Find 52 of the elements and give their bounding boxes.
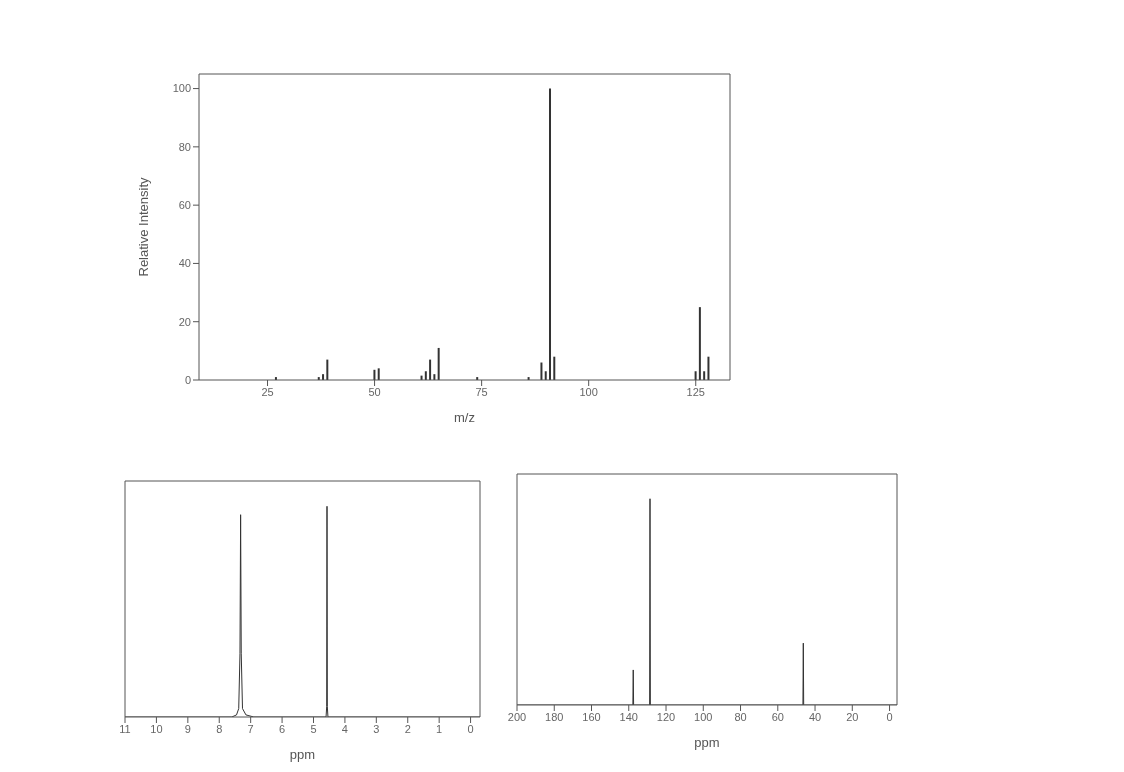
x-tick-label: 6 xyxy=(279,722,286,735)
x-tick-label: 9 xyxy=(184,722,191,735)
x-tick-label: 180 xyxy=(545,710,564,723)
x-tick-label: 100 xyxy=(694,710,713,723)
y-tick-label: 60 xyxy=(178,199,191,212)
bar xyxy=(424,371,427,380)
bar xyxy=(707,356,710,380)
bar xyxy=(373,369,376,380)
x-tick-label: 40 xyxy=(808,710,822,723)
x-axis-title: ppm xyxy=(289,747,316,762)
x-tick-label: 160 xyxy=(582,710,601,723)
bar xyxy=(703,371,706,380)
x-tick-label: 60 xyxy=(771,710,784,723)
x-axis-title: ppm xyxy=(694,735,720,750)
x-tick-label: 25 xyxy=(261,385,274,398)
x-tick-label: 75 xyxy=(475,385,488,398)
bar xyxy=(377,368,380,380)
x-tick-label: 3 xyxy=(373,722,380,735)
bar xyxy=(429,359,432,380)
bar xyxy=(694,371,697,380)
x-tick-label: 1 xyxy=(436,722,443,735)
x-tick-label: 0 xyxy=(467,722,474,735)
y-tick-label: 0 xyxy=(184,373,191,386)
x-axis-title: m/z xyxy=(454,410,475,425)
x-tick-label: 2 xyxy=(404,722,411,735)
x-tick-label: 5 xyxy=(310,722,317,735)
x-tick-label: 200 xyxy=(507,710,527,723)
x-tick-label: 4 xyxy=(341,722,348,735)
x-tick-label: 10 xyxy=(150,722,163,735)
x-tick-label: 100 xyxy=(579,385,598,398)
y-axis-title: Relative Intensity xyxy=(135,177,151,277)
bar xyxy=(549,88,551,380)
bar xyxy=(544,371,547,380)
y-tick-label: 40 xyxy=(178,257,191,270)
x-tick-label: 80 xyxy=(734,710,747,723)
bar xyxy=(540,362,543,380)
y-tick-label: 80 xyxy=(178,140,191,153)
bar xyxy=(553,356,556,380)
x-tick-label: 125 xyxy=(686,385,705,398)
x-tick-label: 20 xyxy=(846,710,859,723)
x-tick-label: 50 xyxy=(368,385,381,398)
x-tick-label: 7 xyxy=(247,722,254,735)
x-tick-label: 11 xyxy=(119,722,131,735)
bar xyxy=(698,307,701,380)
x-tick-label: 0 xyxy=(886,710,893,723)
bar xyxy=(326,359,329,380)
x-tick-label: 8 xyxy=(216,722,223,735)
y-tick-label: 20 xyxy=(178,315,191,328)
y-tick-label: 100 xyxy=(172,82,191,95)
x-tick-label: 120 xyxy=(656,710,676,723)
bar xyxy=(437,347,440,380)
x-tick-label: 140 xyxy=(619,710,638,723)
